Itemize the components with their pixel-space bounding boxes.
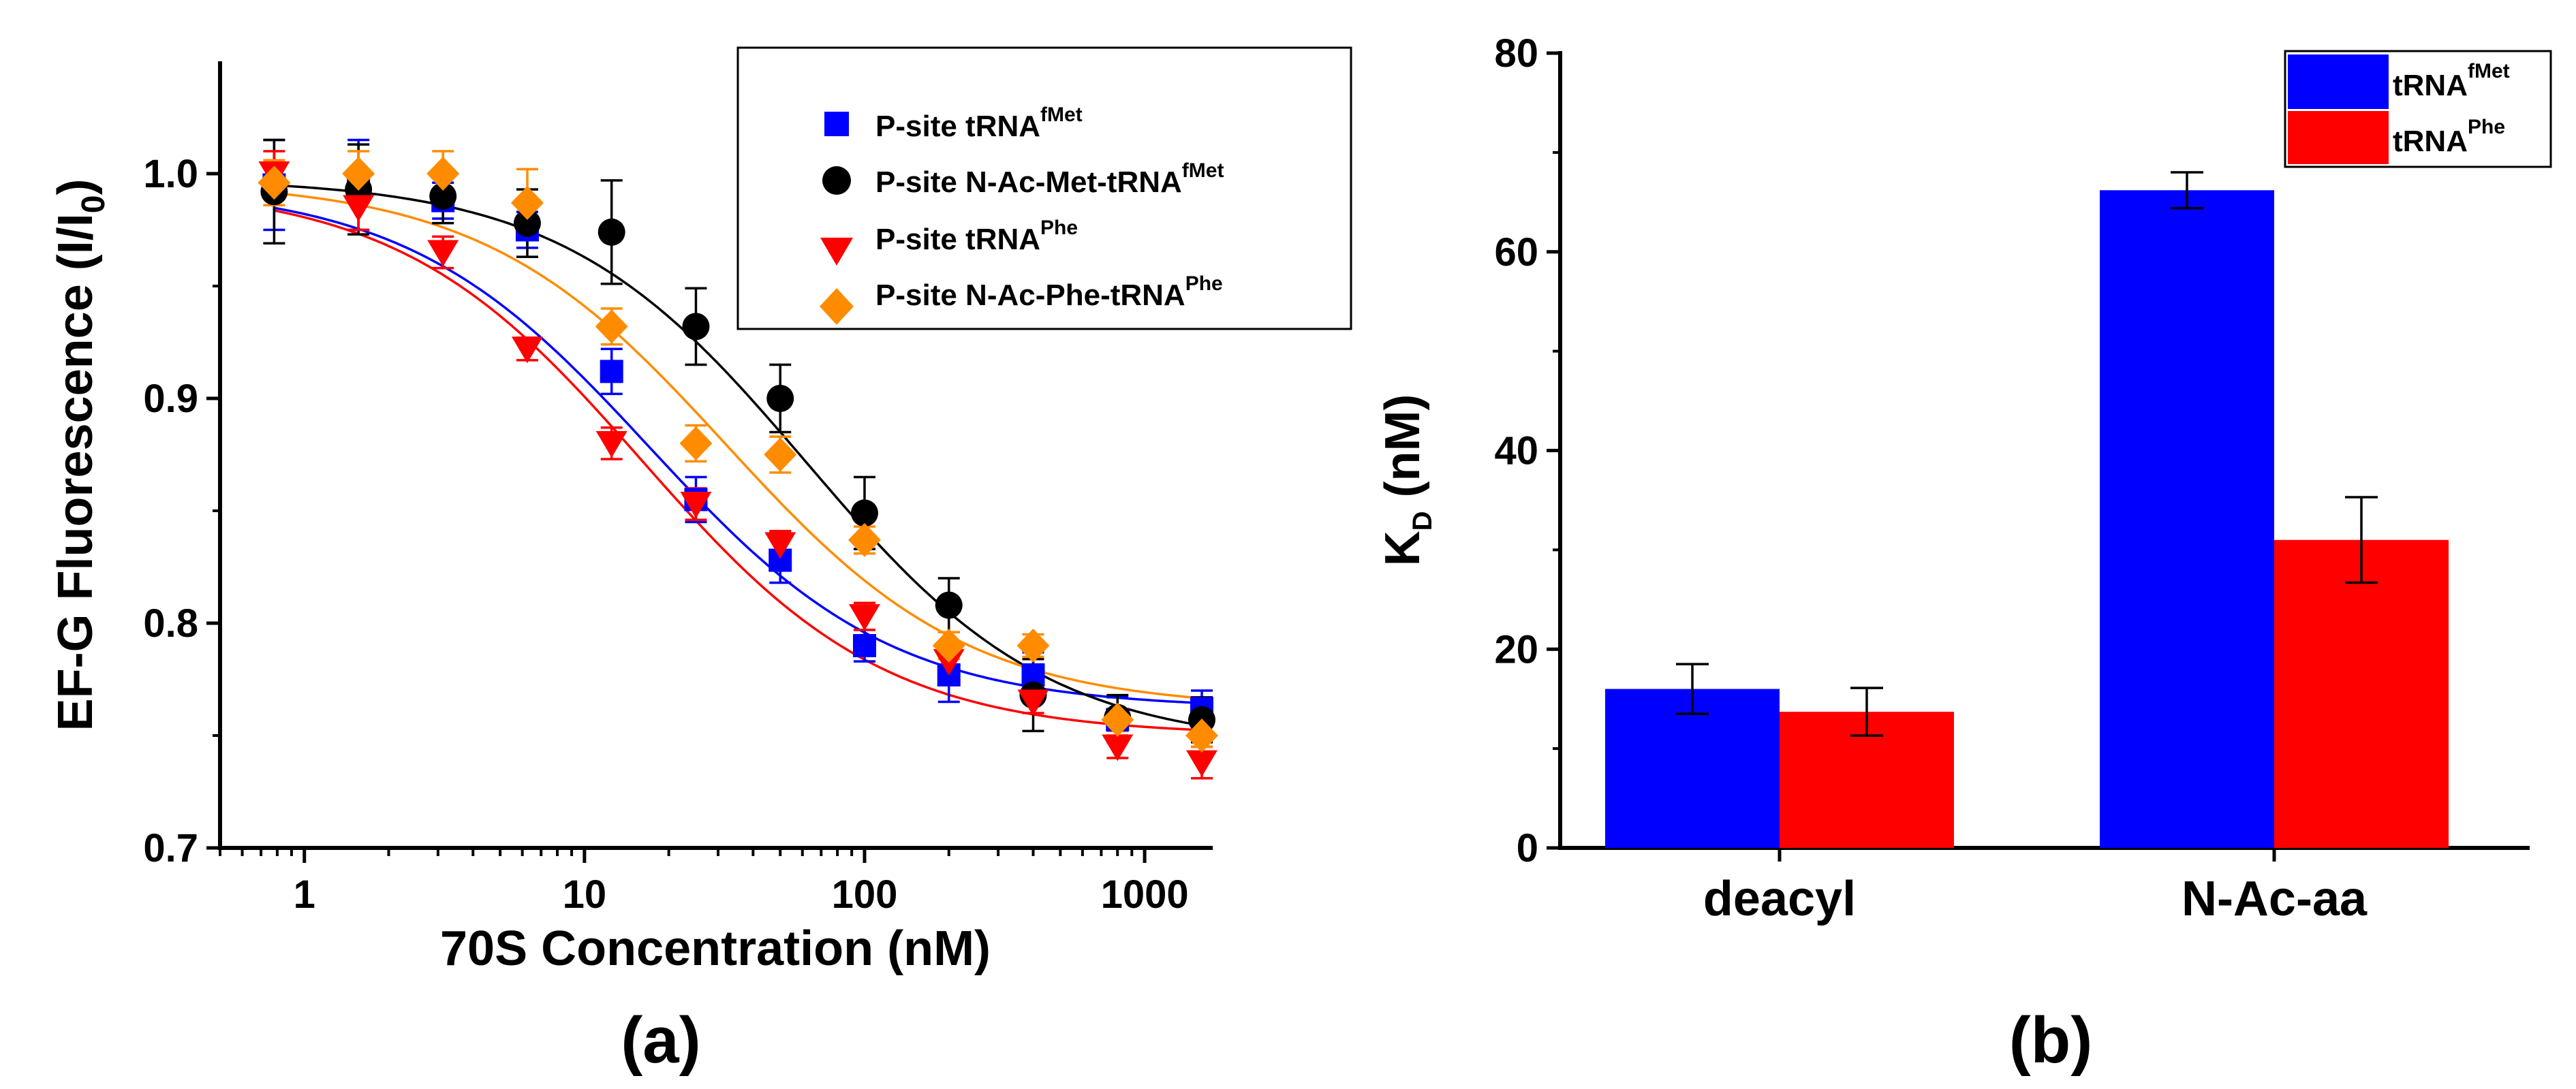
chart-b-bar-0-1: [2100, 190, 2274, 848]
chart-b-y-tick-label: 60: [1494, 230, 1538, 274]
chart-a-point-3-11: [1185, 719, 1219, 753]
legend-a-label-3: P-site N-Ac-Phe-tRNAPhe: [875, 272, 1223, 312]
legend-a-label-0: P-site tRNAfMet: [875, 104, 1083, 143]
chart-a-y-tick-label: 1.0: [143, 152, 198, 196]
panel-a-label: (a): [621, 1004, 700, 1077]
chart-a-fit-curve-3: [274, 191, 1206, 700]
chart-a-point-2-5: [680, 492, 712, 519]
chart-a-x-axis-label: 70S Concentration (nM): [440, 921, 991, 976]
chart-b-error-bar-0-0: [1676, 663, 1709, 715]
chart-a-point-1-7: [850, 499, 878, 527]
chart-a-point-3-10: [1101, 702, 1134, 737]
chart-a-point-0-4: [600, 360, 623, 383]
chart-a-point-2-6: [764, 532, 796, 559]
chart-a-point-1-4: [598, 218, 625, 246]
legend-b-label-0: tRNAfMet: [2393, 60, 2510, 102]
chart-a-point-2-7: [848, 604, 880, 631]
chart-a-point-3-3: [510, 185, 544, 220]
chart-b-y-axis-label: KD (nM): [1376, 394, 1438, 567]
legend-a-label-2: P-site tRNAPhe: [875, 217, 1078, 256]
chart-b-category-label-1: N-Ac-aa: [2182, 872, 2368, 926]
chart-a-fit-curve-2: [274, 209, 1206, 731]
chart-a-point-2-1: [343, 195, 375, 222]
chart-a-point-1-6: [766, 385, 794, 412]
chart-a-fit-curve-1: [274, 184, 1206, 728]
chart-a-point-1-2: [429, 183, 457, 210]
chart-a-point-3-0: [258, 165, 291, 200]
chart-a-y-tick-label: 0.7: [143, 826, 198, 870]
chart-a-point-3-8: [932, 629, 965, 663]
chart-a-point-3-7: [848, 522, 881, 557]
chart-b-bar-1-1: [2274, 539, 2449, 848]
legend-b-swatch-0: [2288, 54, 2389, 109]
chart-a-point-3-5: [679, 426, 713, 460]
chart-a-point-3-2: [426, 157, 460, 191]
chart-a-point-1-5: [682, 313, 710, 341]
chart-b-category-label-0: deacyl: [1703, 872, 1856, 926]
chart-b: 0 20 40 60 80 deacyl N-Ac-aa KD (nM) tRNAfMe…: [1376, 31, 2552, 1077]
legend-a-marker-1: [822, 166, 851, 195]
chart-a-x-tick-label: 1: [294, 872, 315, 917]
chart-b-y-tick-label: 80: [1494, 31, 1538, 76]
chart-a-point-2-3: [511, 336, 543, 364]
legend-a-marker-3: [820, 288, 854, 325]
chart-a-point-2-9: [1017, 689, 1049, 716]
chart-a-point-1-3: [513, 209, 541, 237]
chart-a-x-tick-label: 100: [832, 872, 898, 917]
legend-b-swatch-1: [2288, 111, 2389, 164]
chart-b-y-tick-label: 40: [1494, 429, 1538, 473]
legend-a-label-1: P-site N-Ac-Met-tRNAfMet: [875, 159, 1224, 199]
chart-b-error-bar-1-0: [1850, 686, 1883, 737]
chart-b-error-bar-1-1: [2345, 496, 2378, 584]
chart-b-error-bar-0-1: [2171, 171, 2203, 210]
panel-b-label: (b): [2009, 1004, 2093, 1077]
chart-a-point-2-4: [595, 431, 627, 458]
chart-a-y-axis-label: EF-G Fluorescence (I/I0): [48, 179, 112, 731]
chart-a-point-2-10: [1102, 734, 1134, 761]
legend-a-marker-2: [820, 238, 853, 266]
chart-a-point-1-8: [935, 591, 963, 619]
chart-a-point-3-6: [764, 437, 797, 472]
chart-a: 0.7 0.8 0.9 1.0 1 10 100 1000 70S Concentratio…: [48, 46, 1352, 1077]
chart-a-y-tick-label: 0.8: [143, 601, 198, 646]
legend-a-marker-0: [824, 112, 849, 136]
chart-a-x-tick-label: 1000: [1101, 872, 1189, 917]
chart-a-point-3-1: [342, 157, 375, 191]
chart-a-point-0-7: [852, 634, 876, 657]
chart-a-point-2-11: [1186, 750, 1218, 777]
chart-b-legend: tRNAfMet tRNAPhe: [2284, 50, 2552, 168]
chart-a-y-tick-label: 0.9: [143, 377, 198, 421]
chart-a-point-3-9: [1017, 629, 1050, 663]
chart-b-bar-0-0: [1605, 689, 1780, 848]
legend-b-label-1: tRNAPhe: [2393, 116, 2505, 158]
chart-b-y-tick-label: 20: [1494, 627, 1538, 672]
chart-a-point-2-2: [427, 240, 459, 267]
chart-a-point-3-4: [595, 309, 628, 344]
chart-a-x-tick-label: 10: [563, 872, 607, 917]
chart-b-y-tick-label: 0: [1517, 826, 1538, 870]
chart-a-legend: P-site tRNAfMet P-site N-Ac-Met-tRNAfMet…: [736, 46, 1352, 330]
chart-a-fit-curve-0: [274, 206, 1206, 705]
